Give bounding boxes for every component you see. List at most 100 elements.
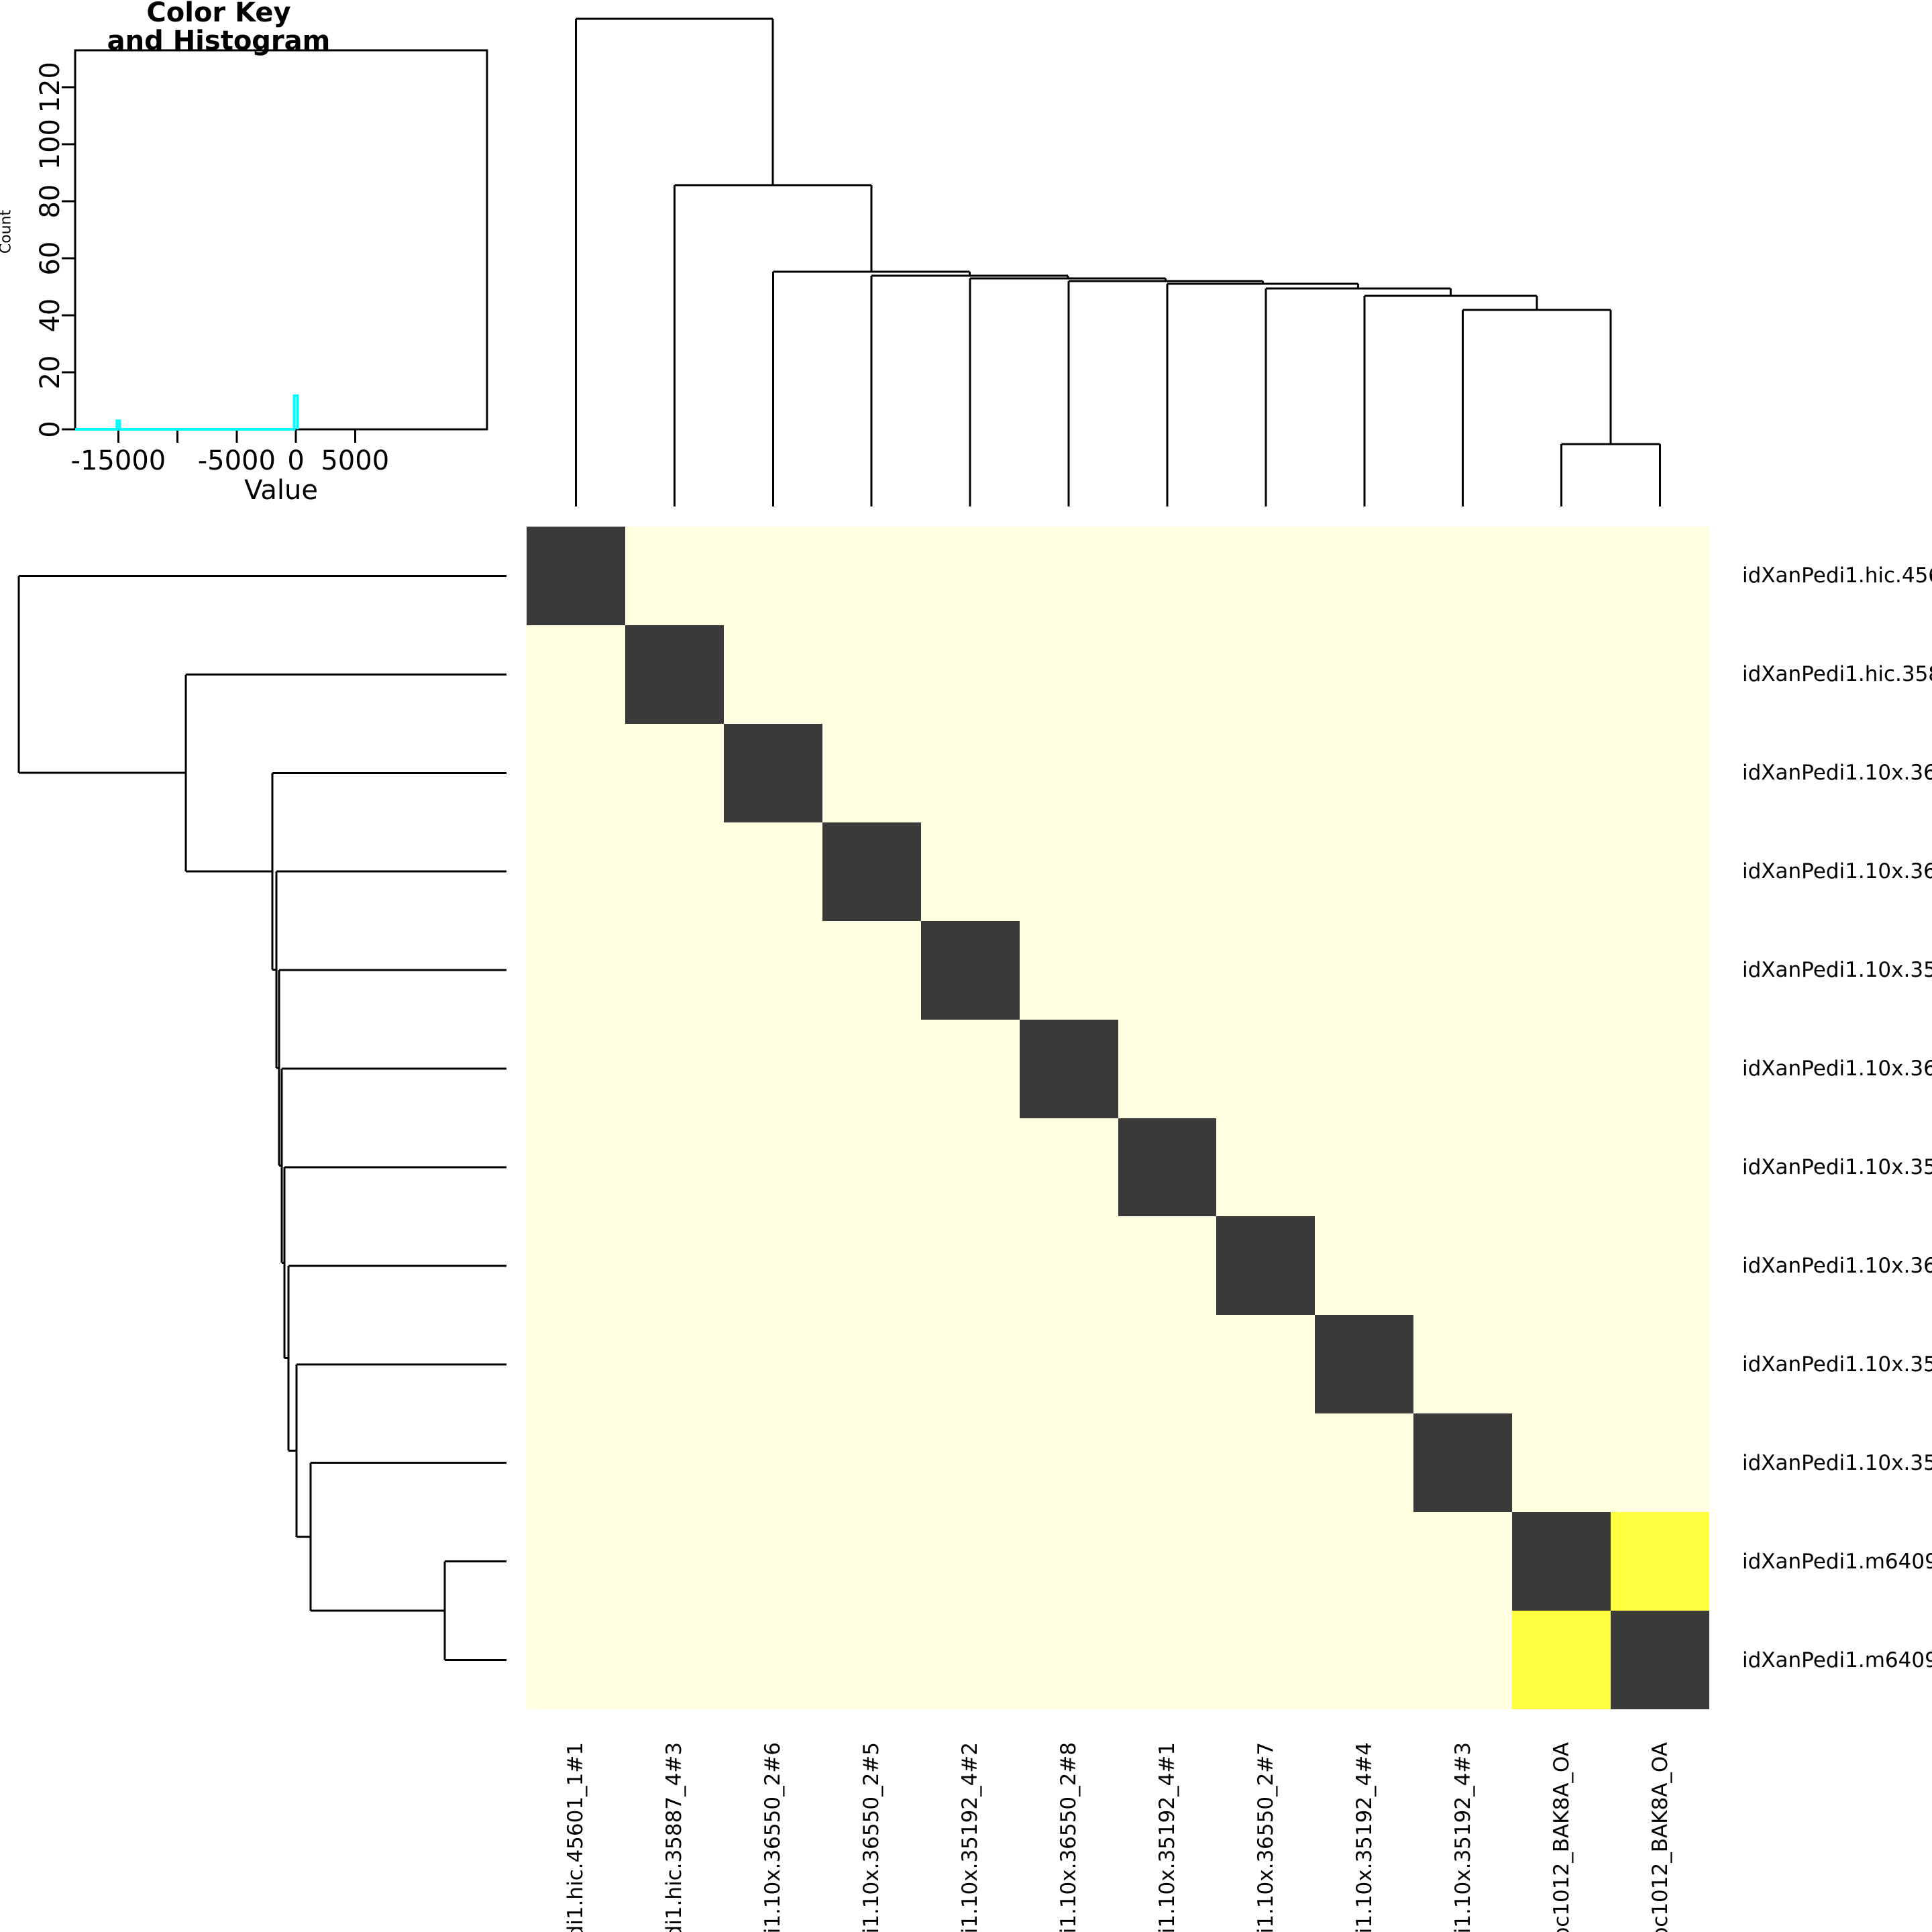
heatmap-cell — [1315, 527, 1413, 625]
column-label: di1.10x.36550_2#7 — [1253, 1742, 1278, 1932]
heatmap-cell — [1020, 822, 1118, 921]
heatmap-cell — [921, 921, 1020, 1020]
heatmap-cell — [1413, 1118, 1512, 1216]
heatmap-cell — [1118, 527, 1216, 625]
heatmap-cell — [1413, 625, 1512, 724]
heatmap-cell — [921, 1118, 1020, 1216]
column-label: di1.10x.35192_4#1 — [1155, 1742, 1179, 1932]
heatmap-cell — [1611, 1413, 1709, 1512]
heatmap-cell — [1512, 822, 1611, 921]
heatmap-cell — [724, 1512, 822, 1611]
heatmap-cell — [1413, 822, 1512, 921]
heatmap-cell — [1611, 527, 1709, 625]
heatmap-cell — [1118, 1020, 1216, 1118]
heatmap-cell — [1315, 1216, 1413, 1315]
heatmap-cell — [1413, 1512, 1512, 1611]
heatmap-cell — [822, 1216, 921, 1315]
heatmap-cell — [1315, 1512, 1413, 1611]
heatmap-cell — [724, 625, 822, 724]
row-label: idXanPedi1.10x.365 — [1742, 859, 1932, 884]
heatmap-cell — [1020, 1512, 1118, 1611]
heatmap-cell — [625, 1512, 724, 1611]
row-label: idXanPedi1.10x.365 — [1742, 1253, 1932, 1278]
heatmap-cell — [1216, 1611, 1315, 1709]
heatmap-cell — [527, 822, 625, 921]
heatmap-cell — [527, 1118, 625, 1216]
heatmap-cell — [822, 724, 921, 822]
heatmap-cell — [1216, 724, 1315, 822]
heatmap-cell — [1020, 1020, 1118, 1118]
color-key-title-line2: and Histogram — [107, 25, 331, 56]
heatmap-cell — [1413, 1315, 1512, 1413]
heatmap-cell — [1216, 1413, 1315, 1512]
heatmap-cell — [1512, 1216, 1611, 1315]
color-key-title: Color Key and Histogram — [17, 0, 420, 55]
heatmap-cell — [1216, 1315, 1315, 1413]
heatmap-cell — [1216, 822, 1315, 921]
heatmap-cell — [625, 1118, 724, 1216]
heatmap-cell — [1020, 1118, 1118, 1216]
row-label: idXanPedi1.10x.351 — [1742, 958, 1932, 983]
heatmap-cell — [1118, 625, 1216, 724]
heatmap-cell — [1020, 1611, 1118, 1709]
heatmap-cell — [625, 1315, 724, 1413]
heatmap-cell — [527, 921, 625, 1020]
column-label: di1.10x.36550_2#6 — [761, 1742, 786, 1932]
row-label: idXanPedi1.10x.351 — [1742, 1352, 1932, 1377]
heatmap-cell — [625, 1020, 724, 1118]
heatmap-cell — [1611, 822, 1709, 921]
heatmap-cell — [822, 921, 921, 1020]
row-label: idXanPedi1.10x.365 — [1742, 761, 1932, 786]
heatmap-cell — [1315, 1118, 1413, 1216]
heatmap-cell — [1413, 1413, 1512, 1512]
row-label: idXanPedi1.10x.365 — [1742, 1057, 1932, 1081]
heatmap-cell — [724, 1413, 822, 1512]
histogram-trace — [75, 394, 299, 431]
heatmap-cell — [822, 1020, 921, 1118]
heatmap-cell — [724, 1315, 822, 1413]
heatmap-cell — [1315, 822, 1413, 921]
heatmap-cell — [527, 527, 625, 625]
heatmap-cell — [1611, 1611, 1709, 1709]
x-axis-tick-label: -5000 — [198, 445, 276, 476]
heatmap-cell — [1512, 527, 1611, 625]
x-axis-title: Value — [244, 475, 318, 506]
heatmap-cell — [921, 1611, 1020, 1709]
x-axis-tick-label: 5000 — [321, 445, 389, 476]
heatmap-cell — [921, 1315, 1020, 1413]
heatmap-cell — [625, 625, 724, 724]
y-axis-tick-label: 60 — [35, 241, 66, 276]
heatmap-cell — [1611, 1020, 1709, 1118]
heatmap-cell — [1118, 1512, 1216, 1611]
column-label: di1.hic.45601_1#1 — [564, 1742, 588, 1932]
heatmap-cell — [1413, 527, 1512, 625]
heatmap-matrix — [527, 527, 1709, 1709]
heatmap-cell — [822, 1611, 921, 1709]
heatmap-cell — [1020, 625, 1118, 724]
heatmap-cell — [1216, 527, 1315, 625]
heatmap-cell — [921, 724, 1020, 822]
heatmap-cell — [921, 1216, 1020, 1315]
heatmap-cell — [1118, 921, 1216, 1020]
heatmap-cell — [724, 921, 822, 1020]
heatmap-cell — [921, 1512, 1020, 1611]
heatmap-cell — [1315, 724, 1413, 822]
heatmap-cell — [527, 724, 625, 822]
heatmap-cell — [527, 1315, 625, 1413]
heatmap-cell — [1413, 1216, 1512, 1315]
column-label: di1.10x.35192_4#2 — [958, 1742, 983, 1932]
heatmap-cell — [724, 1611, 822, 1709]
heatmap-cell — [1216, 1512, 1315, 1611]
column-label: bc1012_BAK8A_OA — [1648, 1742, 1672, 1932]
heatmap-cell — [527, 1611, 625, 1709]
heatmap-cell — [625, 1216, 724, 1315]
heatmap-cell — [822, 527, 921, 625]
heatmap-cell — [625, 1611, 724, 1709]
heatmap-cell — [527, 625, 625, 724]
heatmap-cell — [1020, 1216, 1118, 1315]
heatmap-cell — [1315, 1020, 1413, 1118]
heatmap-cell — [1020, 724, 1118, 822]
heatmap-cell — [1020, 527, 1118, 625]
row-label: idXanPedi1.m64097 — [1742, 1549, 1932, 1574]
row-label: idXanPedi1.hic.456 — [1742, 564, 1932, 588]
